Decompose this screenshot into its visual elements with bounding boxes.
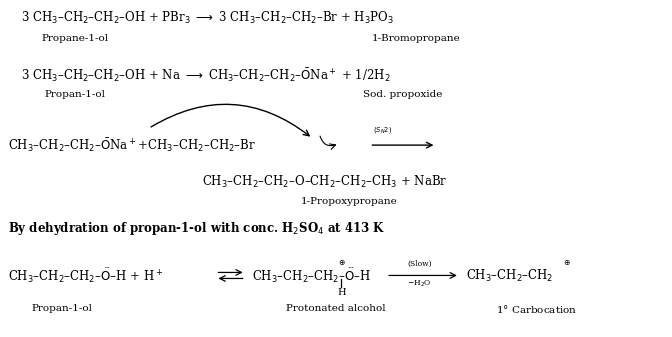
Text: CH$_3$–CH$_2$–CH$_2$–$\bar{\rm O}$Na$^+$+CH$_3$–CH$_2$–CH$_2$–Br: CH$_3$–CH$_2$–CH$_2$–$\bar{\rm O}$Na$^+$… <box>8 136 256 154</box>
Text: Propane-1-ol: Propane-1-ol <box>42 34 109 43</box>
Text: $^{(S_N2)}$: $^{(S_N2)}$ <box>373 129 392 138</box>
Text: CH$_3$–CH$_2$–CH$_2$–$\ddot{\rm O}$–H: CH$_3$–CH$_2$–CH$_2$–$\ddot{\rm O}$–H <box>253 266 372 285</box>
Text: $\oplus$: $\oplus$ <box>337 258 345 267</box>
Text: 3 CH$_3$–CH$_2$–CH$_2$–OH + Na $\longrightarrow$ CH$_3$–CH$_2$–CH$_2$–$\bar{\rm : 3 CH$_3$–CH$_2$–CH$_2$–OH + Na $\longrig… <box>22 66 391 84</box>
Text: Propan-1-ol: Propan-1-ol <box>44 90 106 99</box>
Text: 1$\degree$ Carbocation: 1$\degree$ Carbocation <box>496 303 577 315</box>
Text: 1-Bromopropane: 1-Bromopropane <box>372 34 461 43</box>
Text: CH$_3$–CH$_2$–CH$_2$–O–CH$_2$–CH$_2$–CH$_3$ + NaBr: CH$_3$–CH$_2$–CH$_2$–O–CH$_2$–CH$_2$–CH$… <box>202 174 448 190</box>
Text: (Slow): (Slow) <box>407 260 432 268</box>
Text: CH$_3$–CH$_2$–CH$_2$–$\ddot{\rm O}$–H + H$^+$: CH$_3$–CH$_2$–CH$_2$–$\ddot{\rm O}$–H + … <box>8 266 163 285</box>
Text: 1-Propoxypropane: 1-Propoxypropane <box>301 197 398 207</box>
Text: $-$H$_2$O: $-$H$_2$O <box>407 279 432 289</box>
Text: CH$_3$–CH$_2$–CH$_2$: CH$_3$–CH$_2$–CH$_2$ <box>466 267 554 283</box>
Text: Sod. propoxide: Sod. propoxide <box>364 90 443 99</box>
Text: By dehydration of propan-1-ol with conc. H$_2$SO$_4$ at 413 K: By dehydration of propan-1-ol with conc.… <box>8 220 386 237</box>
Text: H: H <box>337 288 345 297</box>
Text: 3 CH$_3$–CH$_2$–CH$_2$–OH + PBr$_3$ $\longrightarrow$ 3 CH$_3$–CH$_2$–CH$_2$–Br : 3 CH$_3$–CH$_2$–CH$_2$–OH + PBr$_3$ $\lo… <box>22 10 394 26</box>
Text: Propan-1-ol: Propan-1-ol <box>31 304 92 313</box>
Text: Protonated alcohol: Protonated alcohol <box>286 304 386 313</box>
Text: $\oplus$: $\oplus$ <box>563 258 571 267</box>
